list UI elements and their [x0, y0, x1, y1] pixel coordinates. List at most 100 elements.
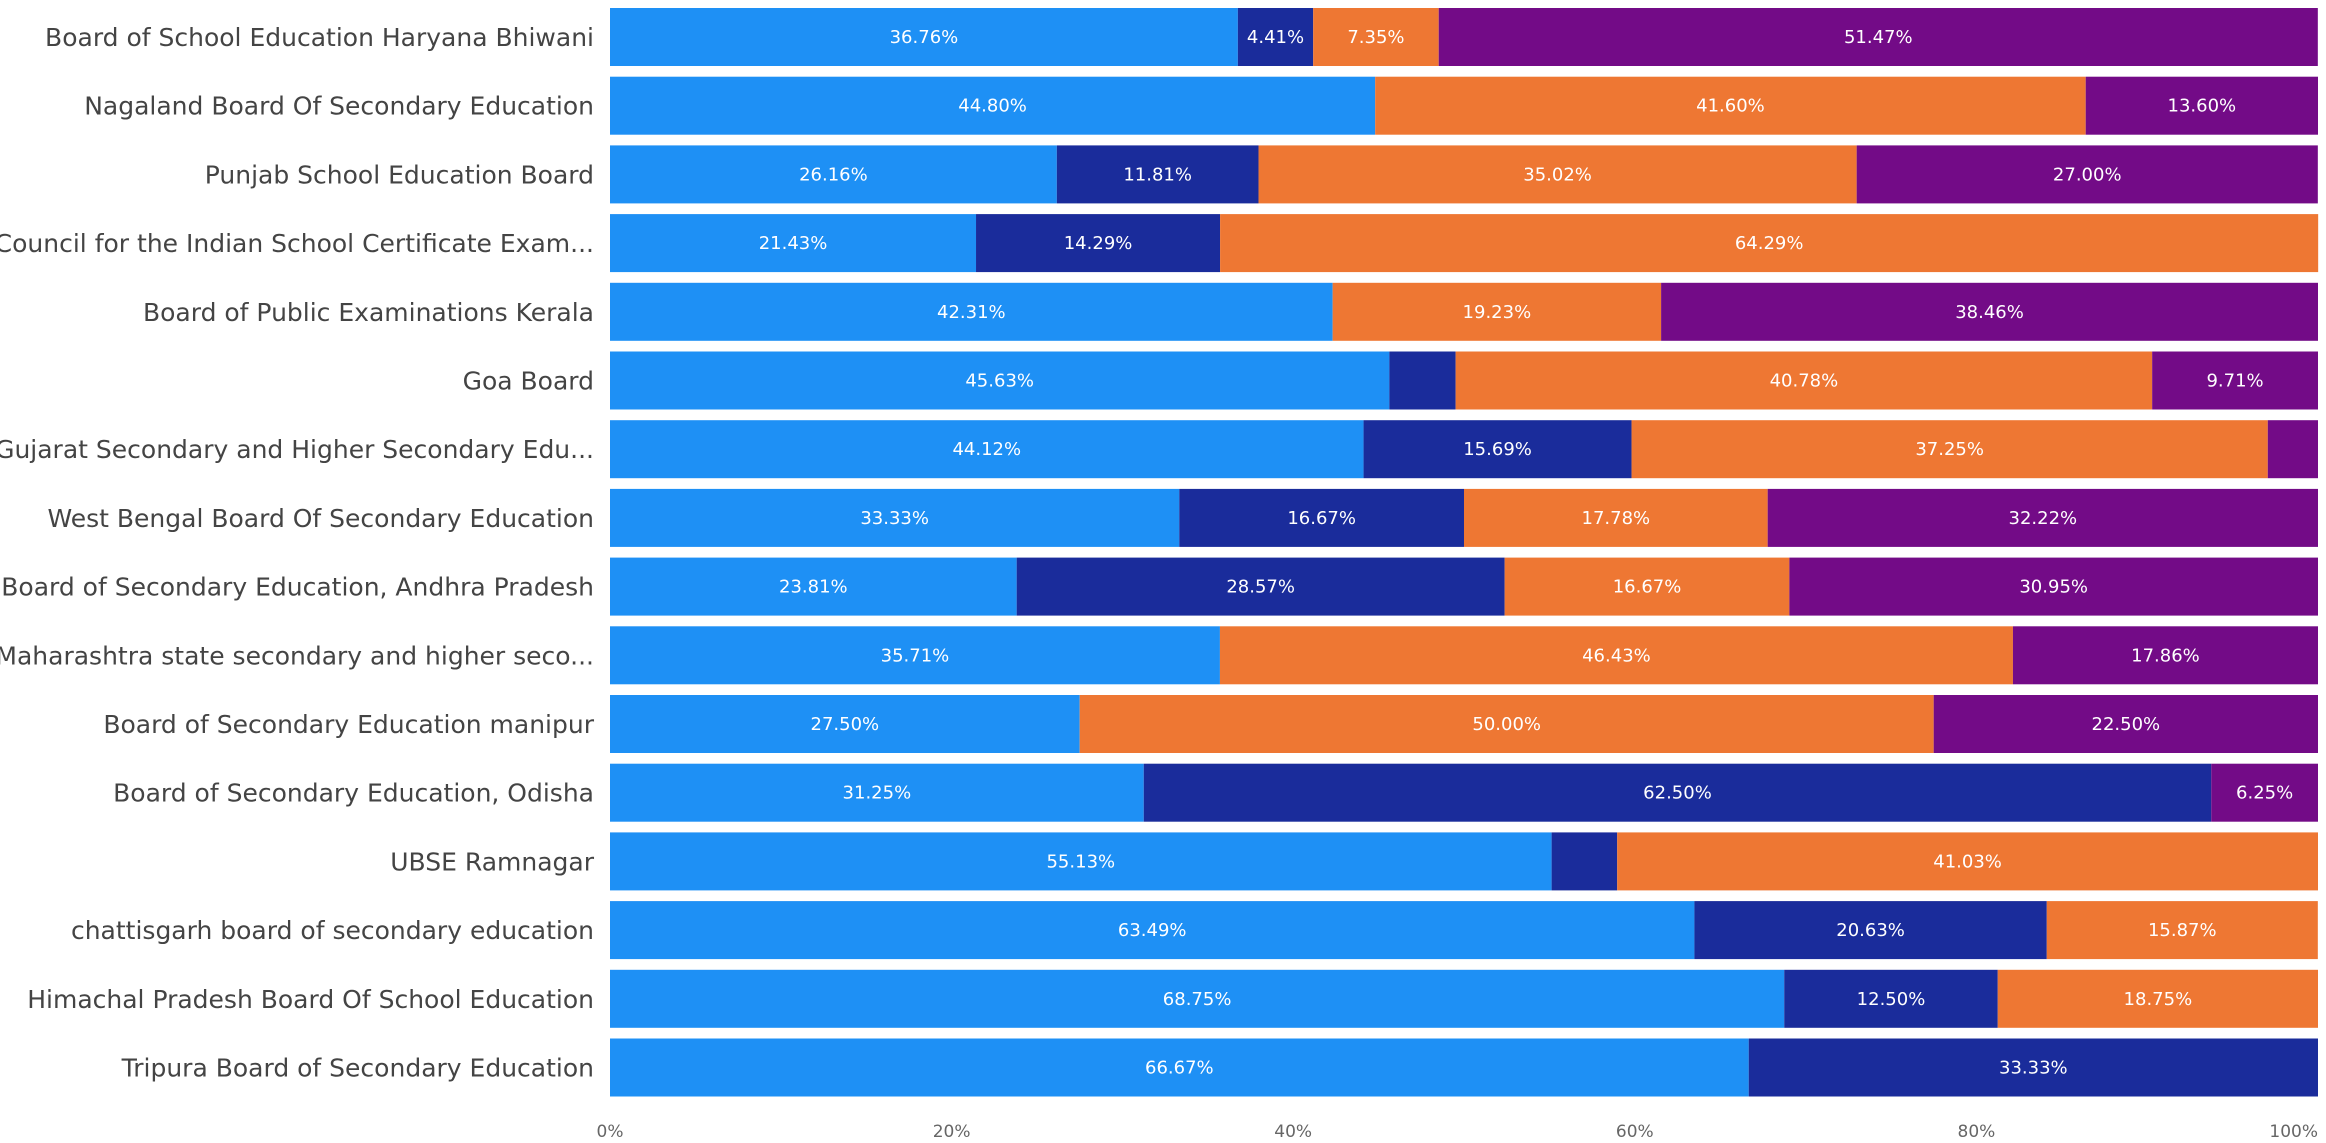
bar-segment[interactable]: [610, 488, 1180, 547]
bar-segment[interactable]: [1389, 351, 1456, 410]
category-label: Board of Secondary Education manipur: [103, 710, 594, 739]
bar-segment[interactable]: [1789, 557, 2318, 616]
bar-segment[interactable]: [1464, 488, 1768, 547]
data-label: 15.87%: [2148, 920, 2217, 941]
data-label: 16.67%: [1613, 577, 1682, 598]
bar-segment[interactable]: [1694, 901, 2047, 960]
data-label: 36.76%: [890, 27, 959, 48]
data-label: 27.00%: [2053, 164, 2122, 185]
data-label: 63.49%: [1118, 920, 1187, 941]
bar-segment[interactable]: [610, 832, 1552, 891]
data-label: 19.23%: [1463, 302, 1532, 323]
bar-segment[interactable]: [2267, 420, 2318, 479]
bar-segment[interactable]: [1856, 145, 2318, 204]
data-label: 17.86%: [2131, 645, 2200, 666]
bar-segment[interactable]: [1363, 420, 1632, 479]
bar-segment[interactable]: [1220, 214, 2319, 273]
data-label: 41.60%: [1696, 96, 1765, 117]
data-label: 21.43%: [759, 233, 828, 254]
bar-segment[interactable]: [1661, 282, 2318, 341]
data-label: 32.22%: [2009, 508, 2078, 529]
bar-segment[interactable]: [1767, 488, 2318, 547]
bar-segment[interactable]: [610, 695, 1080, 753]
bar-segment[interactable]: [1617, 832, 2318, 891]
data-label: 66.67%: [1145, 1058, 1214, 1079]
category-label: Board of Secondary Education, Odisha: [113, 779, 594, 808]
bar-segment[interactable]: [1219, 626, 2013, 685]
bar-segment[interactable]: [610, 901, 1695, 960]
data-label: 44.80%: [958, 96, 1027, 117]
bar-segment[interactable]: [610, 1038, 1749, 1097]
bar-segment[interactable]: [1237, 8, 1314, 66]
data-label: 12.50%: [1857, 989, 1926, 1010]
bar-segment[interactable]: [2012, 626, 2318, 685]
bar-segment[interactable]: [1016, 557, 1505, 616]
data-label: 22.50%: [2092, 714, 2161, 735]
category-label: Board of Secondary Education, Andhra Pra…: [1, 573, 594, 602]
data-label: 51.47%: [1844, 27, 1913, 48]
category-labels: Board of School Education Haryana Bhiwan…: [0, 23, 595, 1083]
bar-segment[interactable]: [2152, 351, 2318, 410]
bar-segment[interactable]: [1438, 8, 2318, 66]
bar-segment[interactable]: [1079, 695, 1934, 753]
bar-segment[interactable]: [610, 214, 977, 273]
x-axis-ticks: 0% 20% 40% 60% 80% 100%: [597, 1122, 2318, 1142]
bar-segment[interactable]: [1504, 557, 1790, 616]
bar-segment[interactable]: [1551, 832, 1618, 891]
bars-layer: 36.76% 4.41% 7.35% 51.47% 44.80% 41.60% 13.60%…: [610, 8, 2319, 1097]
bar-segment[interactable]: [1332, 282, 1662, 341]
data-label: 33.33%: [1999, 1058, 2068, 1079]
data-label: 6.25%: [2236, 783, 2293, 804]
bar-segment[interactable]: [610, 626, 1220, 685]
category-label: Council for the Indian School Certificat…: [0, 229, 594, 258]
data-label: 37.25%: [1915, 439, 1984, 460]
bar-segment[interactable]: [2085, 76, 2318, 135]
data-label: 11.81%: [1123, 164, 1192, 185]
bar-segment[interactable]: [2211, 763, 2318, 822]
bar-segment[interactable]: [610, 8, 1238, 66]
bar-segment[interactable]: [610, 420, 1364, 479]
bar-segment[interactable]: [610, 763, 1144, 822]
bar-segment[interactable]: [1313, 8, 1439, 66]
data-label: 17.78%: [1582, 508, 1651, 529]
data-label: 41.03%: [1933, 851, 2002, 872]
bar-segment[interactable]: [1143, 763, 2212, 822]
data-label: 26.16%: [799, 164, 868, 185]
bar-segment[interactable]: [1784, 969, 1998, 1028]
data-label: 15.69%: [1463, 439, 1532, 460]
bar-segment[interactable]: [610, 76, 1376, 135]
bar-segment[interactable]: [610, 969, 1785, 1028]
data-label: 62.50%: [1643, 783, 1712, 804]
bar-segment[interactable]: [610, 282, 1333, 341]
bar-segment[interactable]: [1455, 351, 2153, 410]
bar-segment[interactable]: [1748, 1038, 2318, 1097]
data-label: 14.29%: [1064, 233, 1133, 254]
bar-segment[interactable]: [610, 351, 1390, 410]
bar-segment[interactable]: [1258, 145, 1857, 204]
bar-segment[interactable]: [610, 557, 1017, 616]
data-label: 38.46%: [1955, 302, 2024, 323]
data-label: 64.29%: [1735, 233, 1804, 254]
data-label: 40.78%: [1770, 371, 1839, 392]
data-label: 30.95%: [2019, 577, 2088, 598]
category-label: Goa Board: [463, 367, 594, 396]
category-label: Board of School Education Haryana Bhiwan…: [45, 23, 594, 52]
data-label: 44.12%: [952, 439, 1021, 460]
bar-segment[interactable]: [2046, 901, 2318, 960]
data-label: 9.71%: [2206, 371, 2263, 392]
bar-segment[interactable]: [1056, 145, 1259, 204]
bar-segment[interactable]: [610, 145, 1057, 204]
category-label: West Bengal Board Of Secondary Education: [47, 504, 594, 533]
bar-segment[interactable]: [1631, 420, 2268, 479]
category-label: UBSE Ramnagar: [390, 847, 594, 876]
data-label: 50.00%: [1472, 714, 1541, 735]
bar-segment[interactable]: [1375, 76, 2086, 135]
bar-segment[interactable]: [1933, 695, 2318, 753]
data-label: 35.02%: [1523, 164, 1592, 185]
category-label: chattisgarh board of secondary education: [71, 916, 594, 945]
data-label: 46.43%: [1582, 645, 1651, 666]
bar-segment[interactable]: [976, 214, 1221, 273]
bar-segment[interactable]: [1179, 488, 1464, 547]
bar-segment[interactable]: [1997, 969, 2318, 1028]
